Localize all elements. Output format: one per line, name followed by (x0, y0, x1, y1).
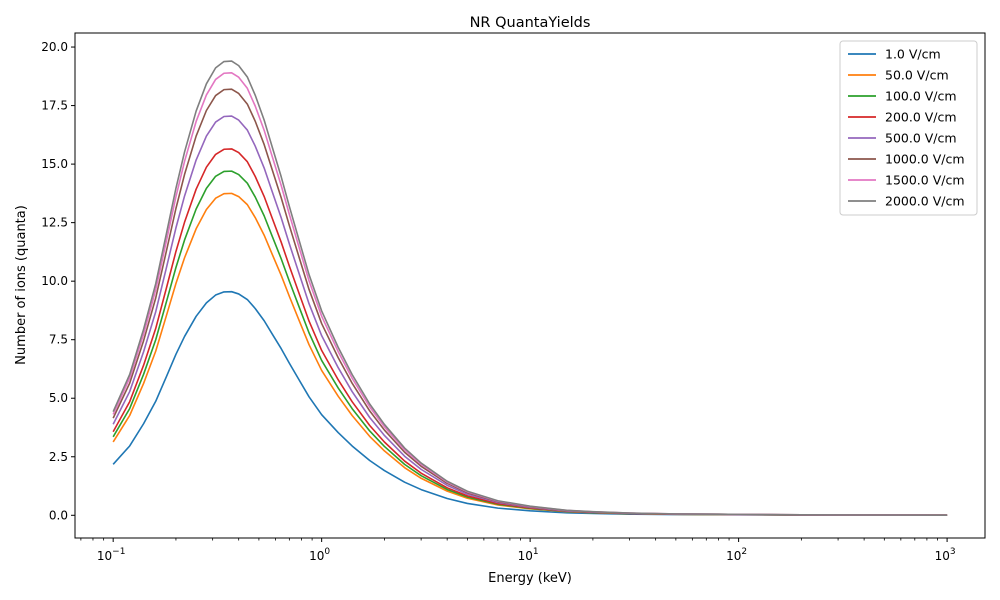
legend-label: 2000.0 V/cm (885, 194, 965, 209)
y-tick-label: 2.5 (49, 450, 68, 464)
x-tick-label: 100 (309, 547, 330, 563)
series-line (112, 115, 948, 516)
x-tick-label: 103 (935, 547, 956, 563)
x-axis-label: Energy (keV) (488, 571, 572, 586)
chart-title: NR QuantaYields (470, 15, 591, 31)
y-tick-label: 5.0 (49, 391, 68, 405)
legend-label: 1000.0 V/cm (885, 152, 965, 167)
legend-label: 1.0 V/cm (885, 47, 941, 62)
y-axis: 0.0 2.5 5.0 7.5 10.0 12.5 15.0 17.5 20.0 (41, 40, 75, 522)
series-line (112, 192, 948, 516)
x-tick-label: 102 (726, 547, 747, 563)
y-tick-label: 0.0 (49, 508, 68, 522)
legend: 1.0 V/cm 50.0 V/cm 100.0 V/cm 200.0 V/cm 500… (839, 40, 978, 216)
legend-label: 50.0 V/cm (885, 68, 949, 83)
x-axis: 10−1 100 101 102 103 (80, 538, 956, 563)
plot-lines (112, 60, 948, 517)
series-line (112, 170, 948, 516)
series-line (112, 60, 948, 516)
legend-box (839, 40, 978, 216)
series-line (112, 148, 948, 516)
x-tick-label: 10−1 (97, 547, 126, 563)
y-tick-label: 17.5 (41, 99, 68, 113)
y-tick-label: 12.5 (41, 216, 68, 230)
legend-label: 100.0 V/cm (885, 89, 957, 104)
legend-label: 500.0 V/cm (885, 131, 957, 146)
series-line (112, 290, 948, 517)
legend-label: 1500.0 V/cm (885, 173, 965, 188)
y-axis-label: Number of ions (quanta) (14, 205, 29, 365)
y-tick-label: 15.0 (41, 157, 68, 171)
legend-label: 200.0 V/cm (885, 110, 957, 125)
x-tick-label: 101 (518, 547, 539, 563)
y-tick-label: 20.0 (41, 40, 68, 54)
y-tick-label: 10.0 (41, 274, 68, 288)
y-tick-label: 7.5 (49, 333, 68, 347)
